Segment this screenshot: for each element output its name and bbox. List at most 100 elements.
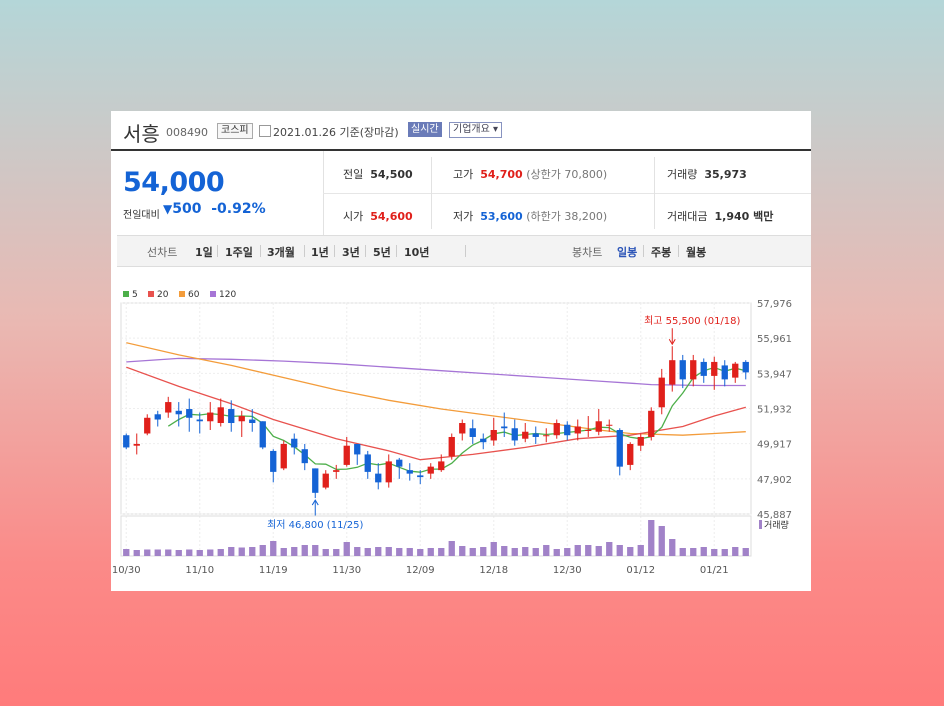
- volume-bar: [595, 546, 602, 556]
- volume-bar: [186, 549, 193, 556]
- volume-bar: [627, 547, 634, 556]
- volume-bar: [396, 548, 403, 556]
- low-price: 저가 53,600 (하한가 38,200): [453, 210, 608, 223]
- volume-bar: [427, 548, 434, 556]
- candle-body: [207, 412, 214, 422]
- volume-bar: [259, 545, 266, 556]
- volume-bar: [417, 549, 424, 556]
- volume-bar: [469, 548, 476, 556]
- candle-body: [354, 443, 361, 455]
- candle-body: [217, 407, 224, 424]
- volume-bar: [406, 548, 413, 556]
- candle-body: [637, 436, 644, 446]
- open-price: 시가 54,600: [343, 210, 413, 223]
- volume-bar: [606, 542, 613, 556]
- volume-bar: [616, 545, 623, 556]
- legend-entry: 20: [157, 290, 169, 300]
- volume-bar: [280, 548, 287, 556]
- volume-bar: [291, 547, 298, 556]
- tab-1week[interactable]: 1주일: [225, 246, 253, 259]
- candle-body: [742, 361, 749, 373]
- tab-10year[interactable]: 10년: [404, 246, 430, 259]
- volume-bar: [511, 548, 518, 556]
- change-value: ▼500 -0.92%: [163, 201, 266, 217]
- candlestick-chart: 57,976 55,961 53,947 51,932 49,917 47,902 45,8…: [112, 290, 792, 576]
- volume-bar: [144, 549, 151, 556]
- volume-bar: [165, 549, 172, 556]
- candle-body: [280, 443, 287, 469]
- volume-bar: [742, 548, 749, 556]
- legend-entry: 5: [132, 290, 138, 300]
- volume-bar: [690, 548, 697, 556]
- tab-daily[interactable]: 일봉: [617, 246, 638, 259]
- tab-3year[interactable]: 3년: [342, 246, 360, 259]
- volume-bar: [522, 547, 529, 556]
- candle-body: [627, 443, 634, 465]
- tab-weekly[interactable]: 주봉: [651, 246, 672, 259]
- change-percent: -0.92%: [211, 201, 266, 217]
- volume-bar: [301, 545, 308, 556]
- legend-swatch: [179, 291, 185, 297]
- candle-body: [448, 436, 455, 457]
- volume-bar: [637, 545, 644, 556]
- tab-1year[interactable]: 1년: [311, 246, 329, 259]
- tab-3month[interactable]: 3개월: [267, 246, 295, 259]
- candle-body: [679, 360, 686, 380]
- trade-amount: 거래대금 1,940 백만: [667, 210, 774, 223]
- volume-bar: [543, 545, 550, 556]
- candle-body: [270, 450, 277, 472]
- candle-body: [196, 419, 203, 422]
- volume-bar: [700, 547, 707, 556]
- calendar-icon: [259, 125, 271, 137]
- high-price: 고가 54,700 (상한가 70,800): [453, 168, 608, 181]
- y-tick-label: 45,887: [757, 510, 792, 521]
- realtime-button[interactable]: 실시간: [408, 122, 442, 137]
- corp-info-dropdown[interactable]: 기업개요 ▾: [449, 122, 502, 138]
- candle-body: [165, 402, 172, 413]
- volume-bar: [658, 526, 665, 556]
- volume-bar: [364, 548, 371, 556]
- tab-1day[interactable]: 1일: [195, 246, 213, 259]
- prev-close: 전일 54,500: [343, 168, 413, 181]
- volume-bar: [322, 549, 329, 556]
- x-tick-label: 11/10: [185, 565, 214, 576]
- candle-body: [522, 431, 529, 439]
- volume-bar: [238, 547, 245, 556]
- current-price: 54,000: [123, 167, 225, 198]
- low-arrow-head: [311, 499, 319, 506]
- volume-bar: [574, 545, 581, 556]
- volume-bar: [354, 547, 361, 556]
- volume-bar: [133, 550, 140, 556]
- candle-body: [690, 360, 697, 380]
- tab-5year[interactable]: 5년: [373, 246, 391, 259]
- candle-body: [333, 470, 340, 472]
- candle-body: [144, 417, 151, 434]
- candle-body: [532, 433, 539, 437]
- x-tick-label: 12/09: [406, 565, 435, 576]
- candle-body: [469, 428, 476, 437]
- candle-body: [616, 429, 623, 467]
- candle-body: [385, 461, 392, 483]
- candle-body: [543, 435, 550, 437]
- candle-body: [669, 360, 676, 385]
- base-date: 2021.01.26 기준(장마감): [273, 126, 399, 139]
- candle-body: [564, 424, 571, 436]
- y-tick-label: 55,961: [757, 334, 792, 345]
- volume-bar: [501, 546, 508, 556]
- candle-body: [490, 429, 497, 441]
- candle-body: [721, 365, 728, 380]
- volume-bar: [375, 547, 382, 556]
- stats-separator: [431, 157, 432, 229]
- candle-body: [511, 428, 518, 441]
- volume-bar: [196, 550, 203, 556]
- candle-body: [312, 468, 319, 493]
- stock-name: 서흥: [123, 122, 160, 146]
- tab-monthly[interactable]: 월봉: [686, 246, 707, 259]
- volume-bar: [175, 550, 182, 556]
- x-tick-label: 10/30: [112, 565, 141, 576]
- legend-swatch: [123, 291, 129, 297]
- legend-entry: 60: [188, 290, 200, 300]
- candle-body: [648, 410, 655, 437]
- line-chart-label: 선차트: [147, 246, 178, 259]
- volume-bar: [721, 549, 728, 556]
